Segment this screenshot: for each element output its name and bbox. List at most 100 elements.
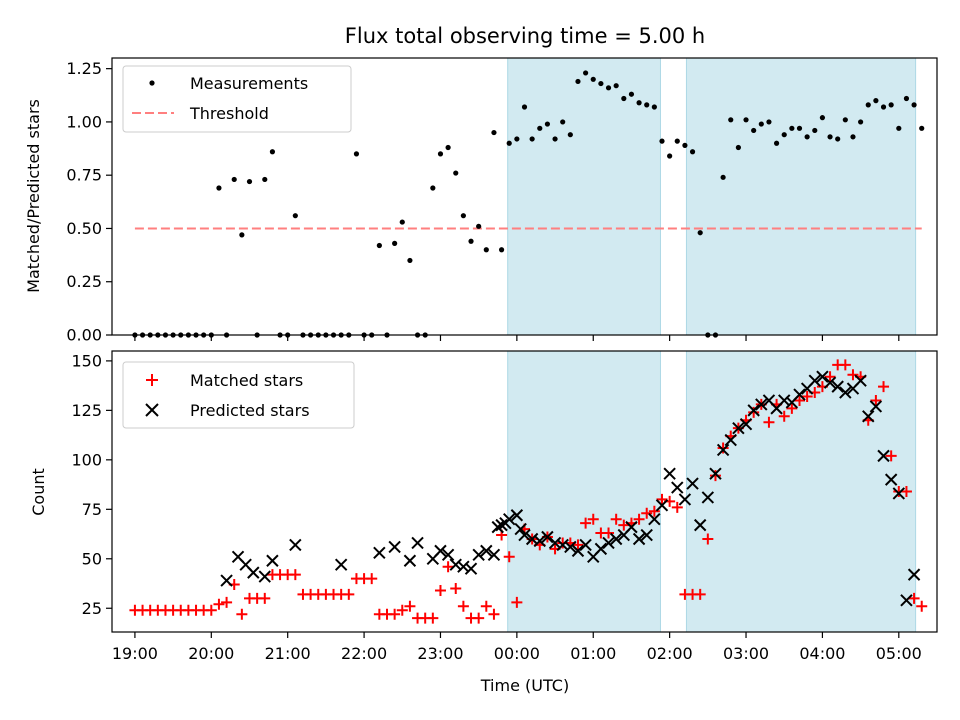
- measurement-point: [246, 178, 253, 185]
- measurement-point: [911, 102, 917, 108]
- measurement-point: [827, 134, 833, 140]
- x-tick-label: 01:00: [570, 644, 616, 663]
- predicted-star-point: [816, 370, 829, 383]
- predicted-star-point: [289, 538, 302, 552]
- x-tick-label: 02:00: [647, 644, 693, 663]
- legend-measurements-marker: [149, 80, 155, 86]
- matched-star-point: [389, 608, 401, 620]
- measurement-point: [728, 117, 734, 123]
- measurement-point: [498, 247, 505, 253]
- measurement-point: [781, 132, 787, 138]
- predicted-star-point: [411, 536, 424, 550]
- matched-star-point: [511, 596, 523, 608]
- measurement-point: [491, 129, 497, 136]
- matched-star-point: [396, 604, 408, 616]
- matched-star-point: [633, 513, 645, 525]
- measurement-point: [445, 144, 451, 151]
- matched-star-point: [794, 394, 805, 406]
- measurement-point: [903, 95, 910, 102]
- y-tick-label: 150: [71, 351, 102, 370]
- predicted-star-point: [472, 548, 485, 562]
- measurement-point: [231, 176, 237, 183]
- measurement-point: [292, 213, 298, 219]
- predicted-star-point: [609, 532, 623, 546]
- measurement-point: [399, 219, 405, 225]
- matched-star-point: [801, 391, 813, 403]
- measurement-point: [689, 149, 696, 155]
- measurement-point: [376, 242, 382, 249]
- legend-matched-marker: [146, 374, 158, 386]
- measurement-point: [506, 140, 512, 146]
- predicted-star-point: [564, 540, 577, 554]
- measurement-point: [598, 80, 604, 87]
- y-tick-label: 100: [71, 450, 102, 469]
- bottom-y-axis-label: Count: [29, 468, 48, 516]
- predicted-star-point: [495, 518, 508, 532]
- predicted-star-point: [686, 477, 699, 490]
- predicted-star-point: [716, 443, 730, 457]
- measurement-point: [850, 134, 856, 140]
- shaded-interval: [685, 350, 917, 633]
- matched-star-point: [916, 600, 928, 612]
- predicted-star-point: [732, 421, 745, 435]
- predicted-star-point: [441, 548, 455, 562]
- matched-star-point: [450, 582, 462, 594]
- matched-star-point: [205, 604, 217, 616]
- matched-star-point: [580, 517, 592, 529]
- predicted-star-point: [220, 574, 233, 587]
- matched-star-point: [572, 539, 584, 551]
- predicted-star-point: [884, 473, 898, 486]
- predicted-star-point: [709, 467, 722, 480]
- top-panel: 0.00 0.25 0.50 0.75 1.00 1.25 Matched/Predict…: [24, 57, 938, 345]
- predicted-star-point: [571, 544, 585, 558]
- x-tick-label: 03:00: [723, 644, 769, 663]
- measurement-point: [682, 142, 688, 148]
- y-tick-label: 75: [82, 500, 102, 519]
- legend-threshold-label: Threshold: [189, 104, 269, 123]
- measurement-point: [835, 136, 841, 142]
- x-tick-label: 21:00: [265, 644, 311, 663]
- matched-star-point: [213, 598, 225, 610]
- measurement-point: [773, 140, 780, 146]
- predicted-star-point: [648, 512, 661, 526]
- bottom-x-ticks: 19:00 20:00 21:00 22:00 23:00 00:00 01:00 02:00…: [112, 632, 922, 663]
- top-legend: Measurements Threshold: [122, 65, 352, 133]
- measurement-point: [720, 174, 726, 180]
- predicted-star-point: [373, 546, 386, 560]
- measurement-point: [430, 185, 436, 191]
- predicted-star-point: [823, 376, 837, 389]
- predicted-star-point: [747, 404, 760, 417]
- y-tick-label: 0.75: [66, 166, 102, 185]
- x-tick-label: 23:00: [417, 644, 463, 663]
- predicted-star-point: [701, 491, 715, 504]
- matched-star-point: [259, 592, 271, 604]
- matched-star-point: [442, 561, 454, 573]
- legend-measurements-label: Measurements: [190, 74, 308, 93]
- measurement-point: [537, 125, 543, 131]
- y-tick-label: 50: [82, 549, 102, 568]
- bottom-panel: 25 50 75 100 125 150 19:00 20:00 21:00 22:00 23:0…: [29, 350, 938, 695]
- matched-star-point: [473, 612, 485, 624]
- y-tick-label: 0.25: [66, 272, 102, 291]
- measurement-point: [529, 136, 535, 142]
- matched-star-point: [587, 513, 599, 525]
- matched-star-point: [343, 588, 355, 600]
- matched-star-point: [221, 596, 233, 608]
- matched-star-point: [763, 416, 775, 428]
- top-y-axis-label: Matched/Predicted stars: [24, 99, 43, 293]
- predicted-star-point: [808, 374, 821, 387]
- matched-star-point: [847, 369, 859, 381]
- top-legend-box: [122, 65, 352, 133]
- predicted-star-point: [491, 520, 504, 534]
- measurement-point: [697, 230, 703, 236]
- predicted-star-point: [518, 528, 531, 542]
- measurement-point: [392, 240, 398, 246]
- predicted-star-point: [541, 530, 554, 544]
- measurement-point: [636, 100, 642, 106]
- measurement-point: [216, 185, 222, 191]
- x-tick-label: 22:00: [341, 644, 387, 663]
- predicted-star-point: [258, 570, 271, 583]
- matched-star-point: [824, 371, 836, 383]
- measurement-point: [437, 151, 444, 157]
- top-y-ticks: 0.00 0.25 0.50 0.75 1.00 1.25: [66, 59, 112, 345]
